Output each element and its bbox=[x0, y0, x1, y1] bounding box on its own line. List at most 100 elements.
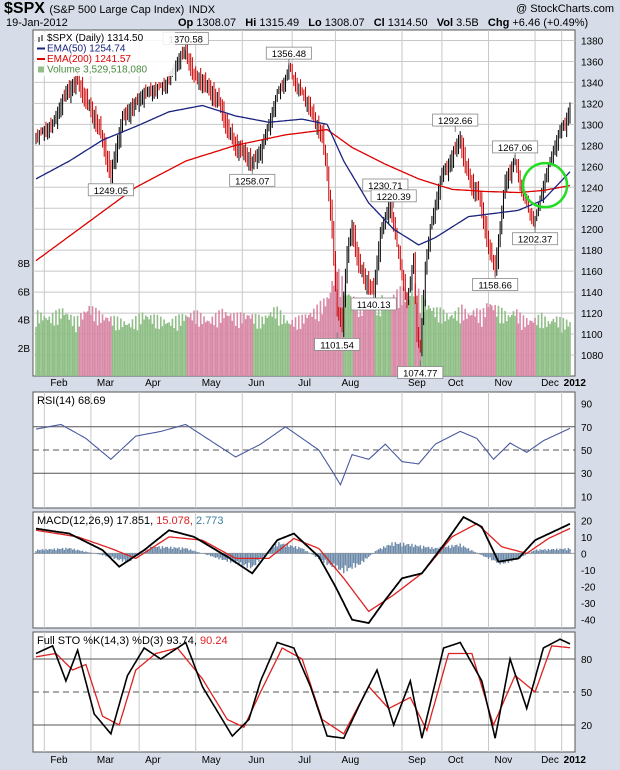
macd-histogram-bar bbox=[231, 553, 233, 562]
volume-bar bbox=[55, 310, 57, 376]
macd-histogram-bar bbox=[216, 553, 219, 558]
volume-bar bbox=[51, 312, 54, 376]
macd-histogram-bar bbox=[441, 549, 443, 554]
volume-bar bbox=[522, 315, 525, 376]
price-month-label: Mar bbox=[97, 378, 115, 389]
volume-bar bbox=[394, 304, 397, 376]
price-annotation-label: 1230.71 bbox=[368, 181, 402, 192]
volume-bar bbox=[477, 322, 480, 376]
macd-histogram-bar bbox=[539, 549, 541, 554]
volume-bar bbox=[539, 327, 541, 376]
macd-histogram-bar bbox=[264, 553, 267, 555]
volume-bar bbox=[248, 315, 250, 376]
volume-bar bbox=[43, 315, 46, 376]
macd-histogram-bar bbox=[537, 550, 540, 554]
macd-histogram-bar bbox=[432, 548, 435, 554]
macd-histogram-bar bbox=[70, 548, 72, 554]
volume-bar bbox=[464, 308, 466, 376]
price-month-label: Jul bbox=[298, 378, 311, 389]
macd-histogram-bar bbox=[565, 550, 568, 554]
macd-histogram-bar bbox=[71, 549, 74, 554]
macd-histogram-bar bbox=[48, 548, 51, 554]
volume-bar bbox=[223, 318, 225, 376]
price-annotation-box bbox=[87, 183, 134, 197]
volume-bar bbox=[264, 315, 267, 376]
bottom-month-label: Feb bbox=[50, 755, 68, 766]
volume-bar bbox=[462, 320, 465, 376]
volume-bar bbox=[168, 322, 170, 376]
volume-bar bbox=[500, 307, 503, 376]
macd-histogram-bar bbox=[334, 553, 337, 570]
macd-histogram-bar bbox=[271, 547, 273, 554]
volume-tick-label: 6B bbox=[18, 287, 31, 298]
volume-bar bbox=[199, 312, 202, 376]
macd-histogram-bar bbox=[509, 553, 511, 560]
volume-bar bbox=[387, 302, 390, 376]
low-value: 1308.07 bbox=[324, 17, 365, 29]
macd-histogram-bar bbox=[281, 544, 283, 554]
price-tick-label: 1240 bbox=[581, 183, 604, 194]
macd-histogram-bar bbox=[422, 545, 425, 554]
volume-bar bbox=[191, 320, 194, 376]
macd-tick-label: 20 bbox=[581, 516, 593, 527]
price-annotation-box bbox=[314, 338, 361, 351]
macd-histogram-bar bbox=[126, 553, 129, 563]
bottom-month-label: Oct bbox=[448, 755, 464, 766]
volume-bar bbox=[332, 285, 335, 376]
volume-bar bbox=[414, 283, 417, 376]
volume-bar bbox=[259, 328, 262, 376]
price-tick-label: 1260 bbox=[581, 162, 604, 173]
macd-histogram-bar bbox=[105, 553, 107, 557]
price-month-label: Feb bbox=[50, 378, 68, 389]
macd-histogram-bar bbox=[103, 553, 105, 556]
macd-histogram-bar bbox=[253, 553, 255, 566]
volume-bar bbox=[291, 319, 293, 376]
volume-bar bbox=[179, 325, 182, 376]
macd-histogram-bar bbox=[73, 548, 75, 554]
volume-bar bbox=[555, 316, 558, 376]
macd-histogram-bar bbox=[369, 553, 372, 556]
macd-histogram-bar bbox=[100, 553, 102, 555]
volume-bar bbox=[352, 296, 355, 376]
volume-bar bbox=[489, 304, 491, 376]
macd-histogram-bar bbox=[507, 553, 510, 563]
macd-histogram-bar bbox=[564, 548, 566, 554]
volume-bar bbox=[559, 316, 561, 376]
price-month-label: Sep bbox=[408, 378, 426, 389]
macd-histogram-bar bbox=[228, 553, 230, 559]
volume-bar bbox=[401, 305, 403, 376]
volume-bar bbox=[253, 323, 255, 376]
volume-bar bbox=[163, 319, 165, 376]
volume-bar bbox=[244, 319, 247, 376]
macd-histogram-bar bbox=[90, 552, 92, 554]
macd-histogram-bar bbox=[284, 546, 287, 554]
macd-histogram-bar bbox=[61, 548, 64, 554]
macd-histogram-bar bbox=[454, 545, 456, 554]
volume-bar bbox=[75, 332, 77, 376]
volume-bar bbox=[63, 314, 66, 376]
volume-bar bbox=[121, 327, 124, 376]
volume-bar bbox=[449, 316, 452, 376]
macd-histogram-bar bbox=[534, 550, 536, 554]
volume-bar bbox=[86, 311, 89, 376]
macd-histogram-bar bbox=[286, 543, 288, 554]
macd-histogram-bar bbox=[301, 548, 303, 554]
macd-histogram-bar bbox=[346, 553, 348, 572]
macd-histogram-bar bbox=[263, 553, 265, 557]
macd-histogram-bar bbox=[304, 551, 307, 554]
macd-histogram-bar bbox=[532, 550, 535, 554]
volume-bar bbox=[372, 310, 375, 376]
volume-bar bbox=[83, 311, 86, 376]
macd-histogram-bar bbox=[479, 553, 481, 555]
macd-histogram-bar bbox=[514, 553, 516, 560]
price-month-label: Jun bbox=[248, 378, 264, 389]
volume-bar bbox=[56, 324, 59, 376]
macd-histogram-bar bbox=[551, 549, 553, 554]
price-month-label: 2012 bbox=[564, 378, 587, 389]
volume-bar bbox=[206, 320, 209, 376]
macd-histogram-bar bbox=[387, 544, 390, 554]
volume-bar bbox=[329, 292, 332, 376]
macd-histogram-bar bbox=[80, 550, 82, 554]
macd-histogram-bar bbox=[459, 543, 461, 554]
